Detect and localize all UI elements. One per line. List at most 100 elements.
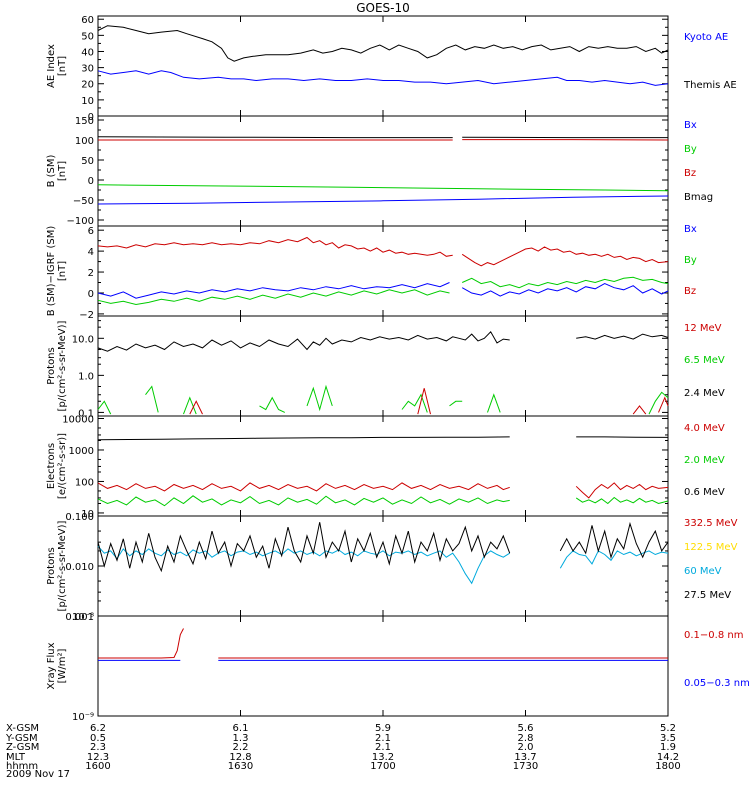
legend-entry: By [684,144,697,155]
series-line-4-0-mev [97,482,669,499]
legend-entry: 27.5 MeV [684,590,731,601]
legend-entry: 60 MeV [684,566,722,577]
x-axis-row-label: 2009 Nov 17 [6,769,70,780]
legend-entry: By [684,255,697,266]
y-tick-label: −100 [67,216,94,227]
x-axis-value: 14.2 [657,752,679,763]
legend-entry: 332.5 MeV [684,518,738,529]
y-tick-label: 50 [81,31,94,42]
y-tick-label: 2 [88,268,94,279]
legend-entry: Bz [684,286,696,297]
panel-frame [97,115,669,227]
x-axis-value: 1730 [513,761,538,772]
legend-entry: 4.0 MeV [684,423,725,434]
x-axis-value: 0.5 [90,733,106,744]
x-axis-value: 5.6 [518,723,534,734]
legend-entry: Bx [684,224,697,235]
series-line-kyoto-ae [97,25,669,62]
legend-entry: 0.05−0.3 nm [684,678,750,689]
y-tick-label: 4 [88,247,94,258]
y-tick-label: 1000 [69,446,94,457]
x-axis-value: 2.8 [518,733,534,744]
x-axis-value: 2.1 [375,733,391,744]
x-axis-value: 1.3 [233,733,249,744]
x-axis-row-label: hhmm [6,761,38,772]
y-axis-label: Protons[p/(cm²-s-sr-MeV)] [46,320,68,411]
y-tick-label: 50 [81,156,94,167]
series-line-bx [97,282,669,299]
y-tick-label: 0.100 [65,512,94,523]
x-axis-value: 1.9 [660,742,676,753]
y-axis-label: Electrons[e/(cm²-s-sr)] [46,433,68,499]
y-tick-label: 100 [75,136,94,147]
panel-frame [97,15,669,117]
y-tick-label: 0 [88,112,94,123]
y-tick-label: 40 [81,47,94,58]
x-axis-value: 12.3 [87,752,109,763]
y-axis-label: Protons[p/(cm²-s-sr-MeV)] [46,520,68,611]
legend-entry: 2.0 MeV [684,455,725,466]
x-axis-value: 1600 [85,761,110,772]
legend-entry: 0.6 MeV [684,487,725,498]
panel-frame [97,615,669,717]
y-tick-label: 1.0 [78,371,94,382]
panel-protons1: 0.1 1.0 10.0 Protons[p/(cm²-s-sr-MeV)] 12 Me… [46,315,725,419]
series-line-12-mev [189,388,669,415]
y-tick-label: 60 [81,15,94,26]
legend-entry: 122.5 MeV [684,542,738,553]
y-tick-label: 10 [81,509,94,520]
x-axis-row-label: Z-GSM [6,742,39,753]
y-tick-label: −2 [79,310,94,321]
y-tick-label: 30 [81,64,94,75]
y-tick-label: 0 [88,176,94,187]
panel-bigrf: −2 0 2 4 6 B (SM)−IGRF (SM)[nT] Bx By Bz [46,224,697,321]
panel-frame [97,225,669,317]
series-line-2-4-mev [97,330,669,352]
series-line-themis-ae [97,70,669,86]
series-line-bmag [97,136,668,139]
y-tick-label: −50 [73,196,94,207]
x-axis-value: 2.1 [375,742,391,753]
panel-bsm: −100 −50 0 50 100 150 B (SM)[nT] Bx By Bz Bmag [46,115,713,227]
panel-frame [97,315,669,417]
series-line-by [97,276,669,306]
panel-frame [97,415,669,517]
legend-entry: Bz [684,168,696,179]
x-axis-value: 2.0 [518,742,534,753]
series-line-0-6-mev [97,436,669,441]
series-line-60-mev [97,545,669,585]
x-axis-value: 6.2 [90,723,106,734]
y-tick-label: 6 [88,226,94,237]
panel-frame [97,515,669,617]
x-axis-row-label: MLT [6,752,26,763]
y-tick-label: 10⁻⁸ [72,612,94,623]
series-line-bx [97,195,669,205]
legend-entry: 2.4 MeV [684,388,725,399]
x-axis-value: 12.8 [229,752,251,763]
y-tick-label: 0.001 [65,612,94,623]
legend-entry: Kyoto AE [684,32,728,43]
x-axis-value: 1630 [228,761,253,772]
series-line-6-5-mev [97,384,669,415]
series-line-2-0-mev [97,495,669,507]
legend-entry: 12 MeV [684,323,722,334]
chart-title: GOES-10 [356,1,410,15]
x-axis-value: 2.2 [233,742,249,753]
x-axis-value: 13.2 [372,752,394,763]
x-axis-value: 1800 [655,761,680,772]
y-axis-label: AE Index[nT] [46,44,68,88]
y-axis-label: B (SM)[nT] [46,154,68,187]
y-tick-label: 10.0 [72,334,94,345]
legend-entry: Bx [684,120,697,131]
x-axis-value: 5.2 [660,723,676,734]
legend-entry: 0.1−0.8 nm [684,630,743,641]
panel-protons2: 0.001 0.010 0.100Protons[p/(cm²-s-sr-MeV)]… [46,512,738,623]
x-axis-value: 2.3 [90,742,106,753]
x-axis-row-label: X-GSM [6,723,39,734]
x-axis-value: 1700 [370,761,395,772]
x-axis-value: 5.9 [375,723,391,734]
y-tick-label: 150 [75,116,94,127]
series-line-0-1-0-8-nm [98,628,668,659]
